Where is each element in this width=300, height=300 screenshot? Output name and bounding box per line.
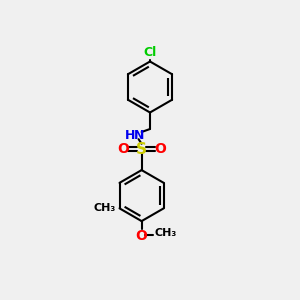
- Text: Cl: Cl: [143, 46, 157, 59]
- Text: N: N: [134, 129, 144, 142]
- Text: CH₃: CH₃: [154, 227, 176, 238]
- Text: S: S: [136, 142, 147, 157]
- Text: O: O: [154, 142, 166, 156]
- Text: CH₃: CH₃: [94, 203, 116, 213]
- Text: O: O: [136, 230, 148, 244]
- Text: H: H: [125, 129, 135, 142]
- Text: O: O: [117, 142, 129, 156]
